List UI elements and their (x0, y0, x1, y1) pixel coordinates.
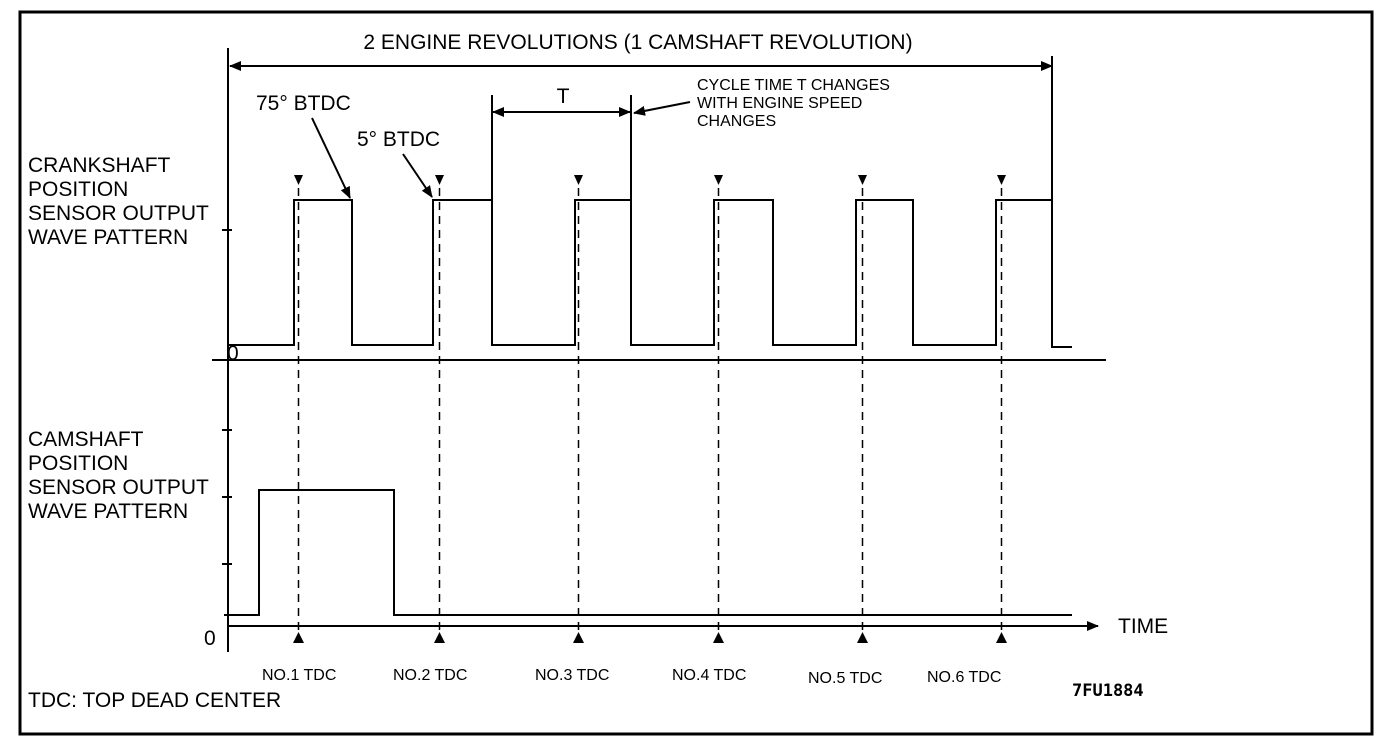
crankshaft-label-line: CRANKSHAFT (28, 154, 171, 177)
camshaft-waveform (224, 489, 1072, 616)
btdc-75-label: 75° BTDC (256, 92, 351, 115)
footnote: TDC: TOP DEAD CENTER (28, 689, 281, 712)
tdc-label-1: NO.1 TDC (262, 667, 336, 684)
camshaft-label-line: SENSOR OUTPUT (28, 476, 209, 499)
tdc-label-4: NO.4 TDC (672, 667, 746, 684)
tdc-bottom-marker (713, 632, 724, 643)
crank-zero-label: 0 (227, 342, 239, 365)
camshaft-label-line: POSITION (28, 452, 128, 475)
cycle-note: CYCLE TIME T CHANGES WITH ENGINE SPEED C… (697, 77, 894, 130)
camshaft-label-line: CAMSHAFT (28, 428, 144, 451)
crankshaft-label: CRANKSHAFT POSITION SENSOR OUTPUT WAVE P… (28, 154, 214, 249)
cam-zero-label: 0 (204, 627, 216, 650)
tdc-top-marker (714, 175, 723, 185)
cycle-note-line: WITH ENGINE SPEED (697, 95, 862, 112)
camshaft-label-line: WAVE PATTERN (28, 500, 188, 523)
tdc-top-marker (858, 175, 867, 185)
tdc-bottom-marker (996, 632, 1007, 643)
cycle-note-line: CHANGES (697, 113, 776, 130)
crankshaft-label-line: POSITION (28, 178, 128, 201)
cycle-note-line: CYCLE TIME T CHANGES (697, 77, 890, 94)
cycle-t-label: T (557, 85, 570, 108)
tdc-bottom-marker (573, 632, 584, 643)
tdc-bottom-marker (293, 632, 304, 643)
tdc-top-marker (294, 175, 303, 185)
time-axis-label: TIME (1118, 615, 1168, 638)
btdc-5-leader (402, 153, 433, 198)
cycle-note-leader (633, 101, 691, 116)
tdc-bottom-marker (857, 632, 868, 643)
tdc-bottom-markers (293, 632, 1007, 643)
btdc-75-leader (311, 117, 351, 199)
tdc-label-2: NO.2 TDC (393, 667, 467, 684)
tdc-top-marker (997, 175, 1006, 185)
figure-code: 7FU1884 (1072, 681, 1144, 701)
crankshaft-waveform (228, 199, 1072, 348)
camshaft-label: CAMSHAFT POSITION SENSOR OUTPUT WAVE PAT… (28, 428, 214, 523)
tdc-label-6: NO.6 TDC (927, 669, 1001, 686)
tdc-bottom-marker (434, 632, 445, 643)
tdc-top-marker (574, 175, 583, 185)
tdc-top-marker (435, 175, 444, 185)
crankshaft-label-line: WAVE PATTERN (28, 226, 188, 249)
btdc-5-label: 5° BTDC (357, 128, 440, 151)
tdc-label-5: NO.5 TDC (808, 670, 882, 687)
tdc-top-markers (294, 175, 1006, 185)
crankshaft-label-line: SENSOR OUTPUT (28, 202, 209, 225)
tdc-dashed-lines (297, 188, 1003, 630)
tdc-label-3: NO.3 TDC (535, 667, 609, 684)
diagram-title: 2 ENGINE REVOLUTIONS (1 CAMSHAFT REVOLUT… (363, 31, 912, 54)
diagram-frame (18, 10, 1374, 736)
